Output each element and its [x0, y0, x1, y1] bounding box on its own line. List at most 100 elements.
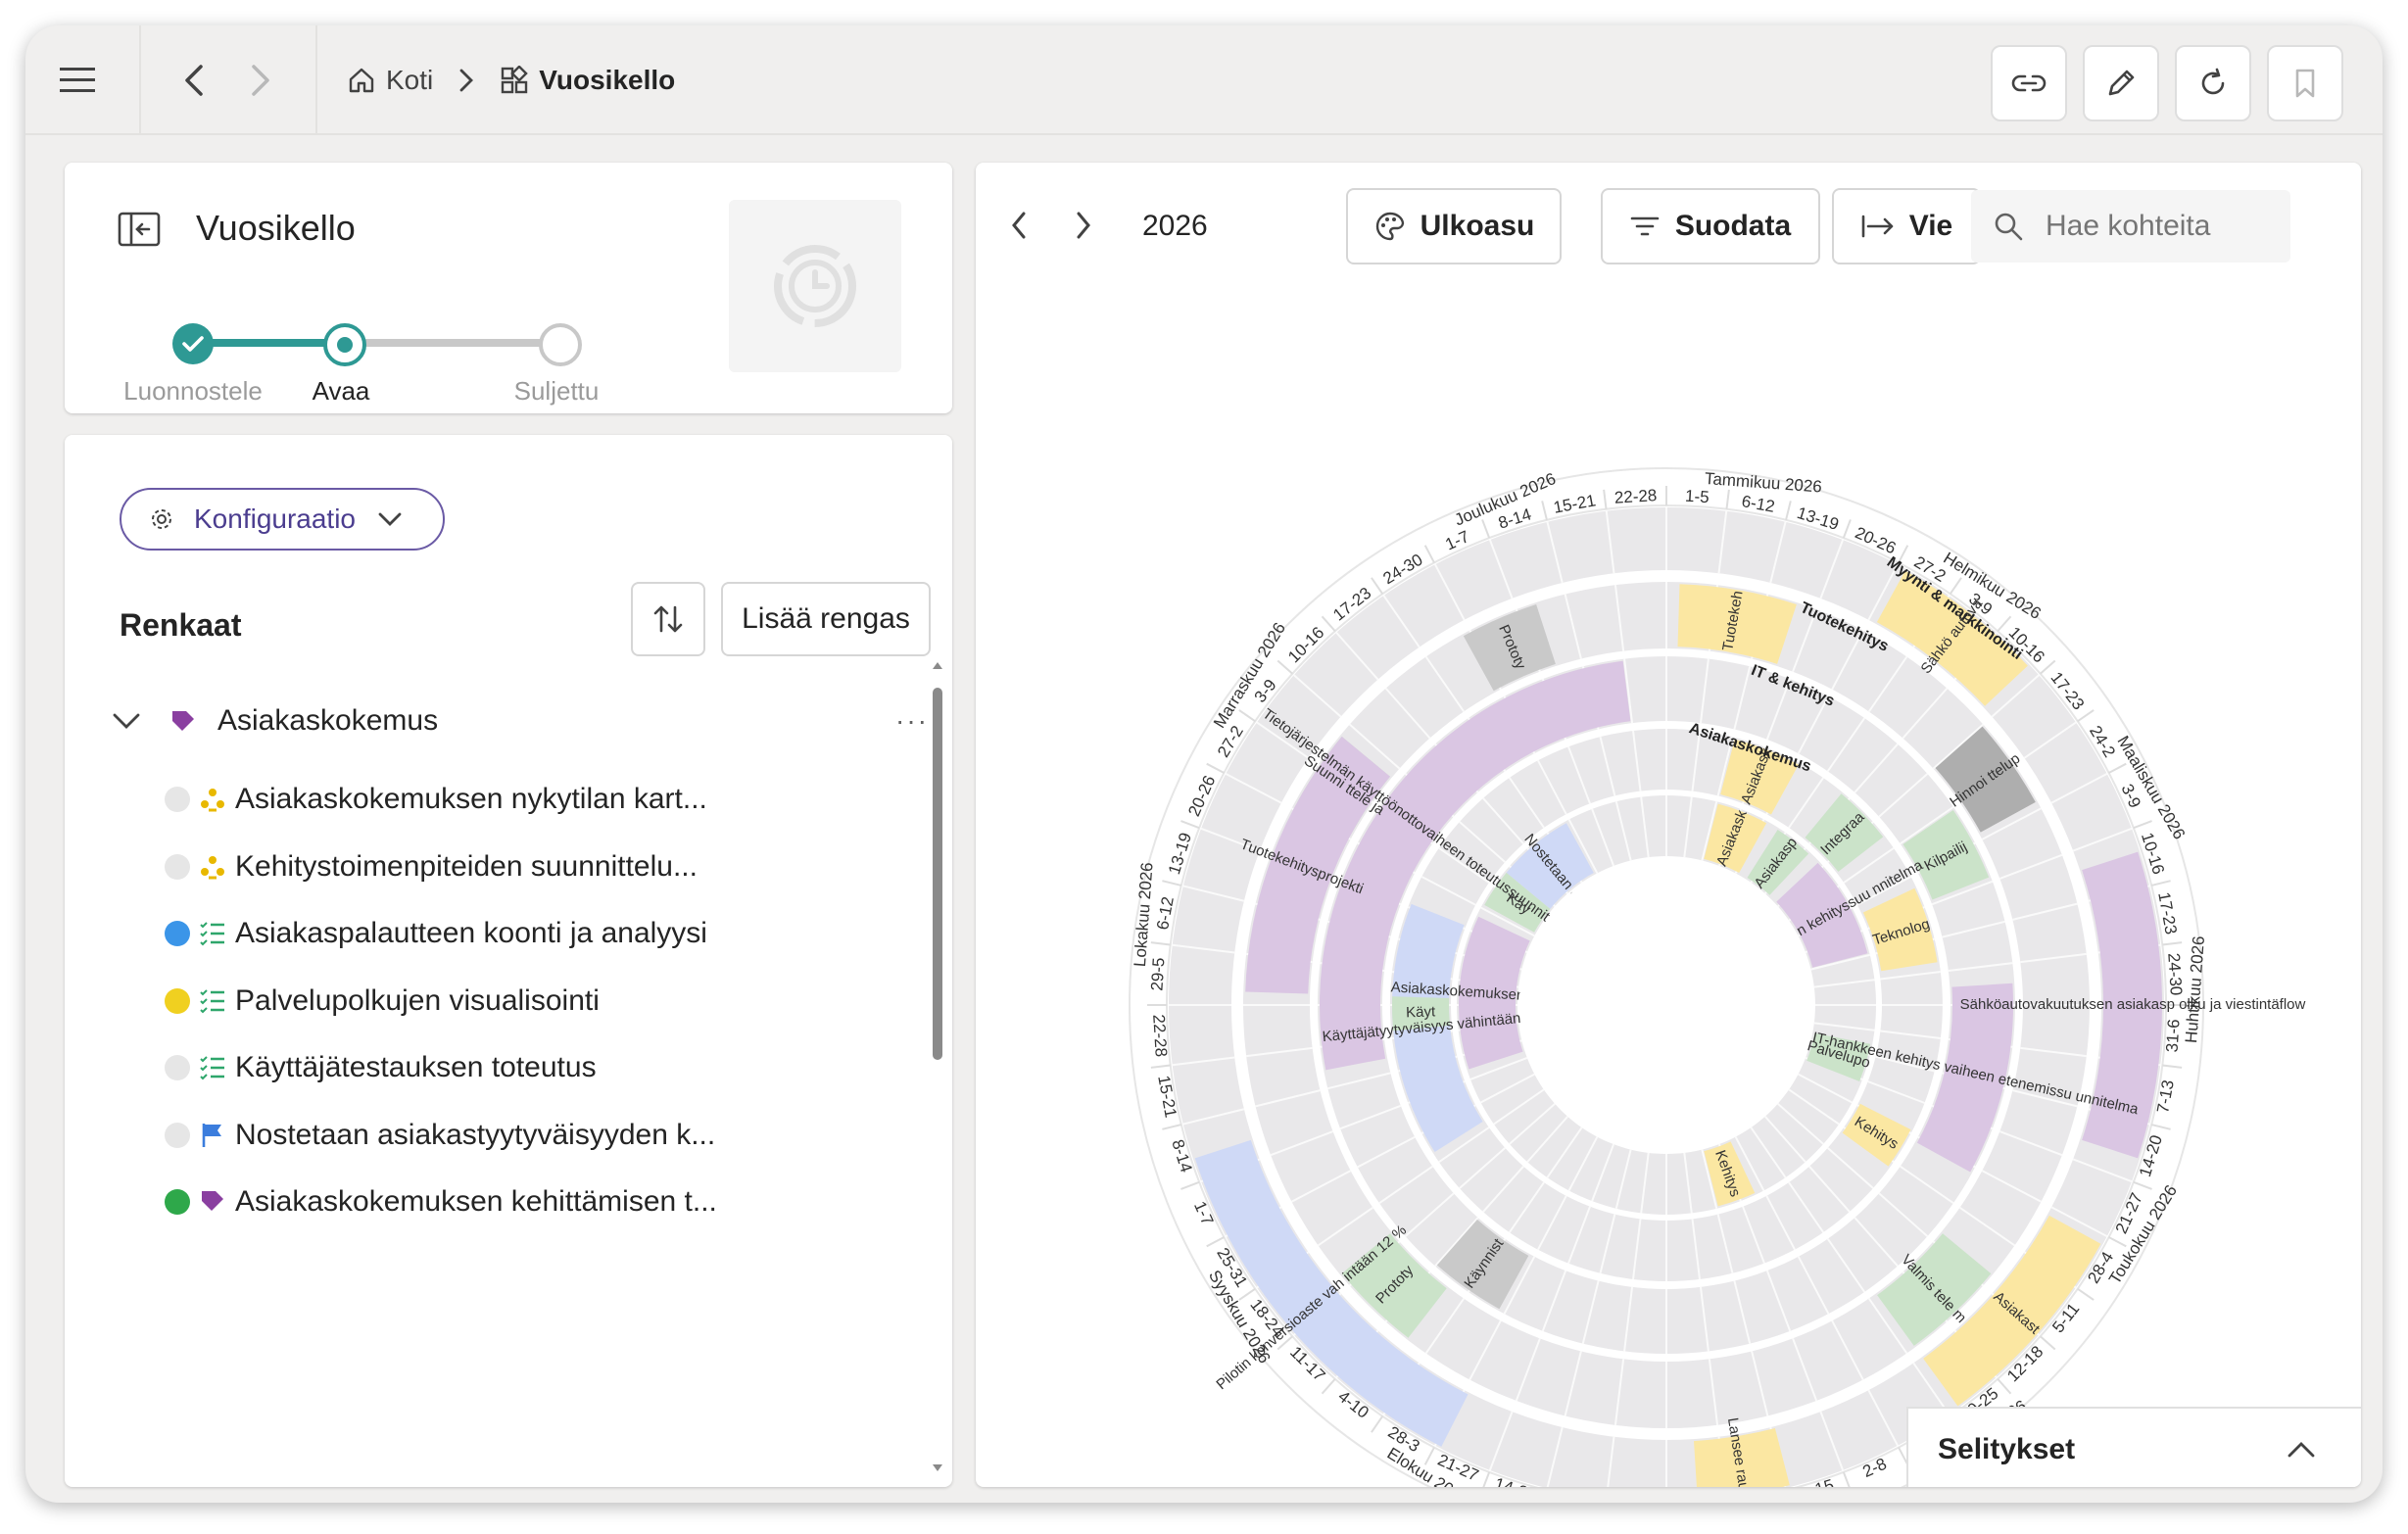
week-divider: [1902, 687, 1949, 740]
sort-button[interactable]: [631, 582, 705, 656]
scrollbar-thumb[interactable]: [933, 688, 942, 1060]
app-window: Koti Vuosikello Vuosikello: [25, 25, 2383, 1503]
week-divider: [1378, 1165, 1433, 1205]
week-tick: [1481, 519, 1491, 539]
add-ring-button[interactable]: Lisää rengas: [721, 582, 931, 656]
wheel-item[interactable]: [1245, 736, 1390, 994]
ring-item[interactable]: Käyttäjätestauksen toteutus: [65, 1038, 868, 1097]
week-tick: [1276, 659, 1293, 675]
wheel-item[interactable]: [1436, 1220, 1529, 1310]
ring-item[interactable]: Palvelupolkujen visualisointi: [65, 972, 868, 1031]
search-box[interactable]: [1971, 190, 2290, 263]
previous-year-icon[interactable]: [999, 206, 1038, 245]
legend-panel[interactable]: Selitykset: [1906, 1407, 2361, 1487]
ring-item[interactable]: Asiakaskokemuksen kehittämisen t...: [65, 1173, 868, 1231]
week-tick: [1238, 709, 1256, 723]
wheel-item[interactable]: [2082, 851, 2162, 1159]
wheel-item[interactable]: [1506, 823, 1594, 909]
week-divider: [1607, 1436, 1615, 1487]
wheel-item[interactable]: [1463, 604, 1556, 692]
wheel-item[interactable]: [1902, 810, 1990, 900]
wheel-item[interactable]: [1720, 739, 1799, 815]
week-divider: [1581, 1280, 1600, 1344]
week-tick: [1276, 1335, 1293, 1351]
wheel-item[interactable]: [1704, 803, 1767, 874]
week-tick: [1238, 1287, 1256, 1301]
wheel-item[interactable]: [1459, 916, 1530, 1070]
week-divider: [1537, 1195, 1567, 1251]
wheel-item[interactable]: [1876, 570, 2028, 706]
wheel-item[interactable]: [1805, 793, 1884, 872]
search-input[interactable]: [2044, 209, 2283, 244]
week-tick: [1785, 501, 1792, 521]
bookmark-button[interactable]: [2267, 45, 2343, 121]
scroll-up-icon[interactable]: [931, 658, 944, 672]
chevron-down-icon[interactable]: [112, 711, 141, 731]
week-tick: [1603, 489, 1608, 509]
week-divider: [2020, 1046, 2087, 1058]
week-divider: [2072, 1158, 2133, 1183]
wheel-item[interactable]: [1776, 862, 1868, 968]
next-year-icon[interactable]: [1064, 206, 1103, 245]
ring-item[interactable]: Kehitystoimenpiteiden suunnittelu...: [65, 838, 868, 896]
back-icon[interactable]: [172, 59, 216, 102]
wheel-item[interactable]: [1916, 983, 2013, 1173]
chevron-down-icon: [377, 511, 403, 527]
week-divider: [1717, 510, 1728, 574]
week-divider: [1699, 658, 1710, 724]
wheel-item[interactable]: [1923, 1215, 2101, 1407]
wheel-item[interactable]: [1877, 1233, 1992, 1346]
week-divider: [1200, 827, 1261, 852]
ring-item[interactable]: Nostetaan asiakastyytyväisyyden k...: [65, 1106, 868, 1165]
week-divider: [1981, 1170, 2042, 1203]
week-label: 29-5: [1147, 957, 1168, 991]
wheel-item[interactable]: [1484, 872, 1551, 933]
refresh-button[interactable]: [2175, 45, 2251, 121]
ring-group-row[interactable]: Asiakaskokemus ···: [112, 692, 927, 750]
week-divider: [1912, 1362, 1950, 1415]
scrollbar[interactable]: [931, 658, 944, 1479]
week-tick: [2077, 1287, 2095, 1301]
link-button[interactable]: [1991, 45, 2067, 121]
filter-button[interactable]: Suodata: [1601, 188, 1820, 264]
more-options-icon[interactable]: ···: [895, 705, 929, 736]
week-divider: [1404, 1192, 1455, 1237]
week-tick: [1371, 577, 1384, 595]
week-divider: [1493, 1088, 1545, 1126]
week-tick: [1725, 489, 1730, 509]
collapse-panel-icon[interactable]: [118, 212, 161, 252]
week-tick: [1541, 501, 1548, 521]
week-label: 22-28: [1613, 486, 1658, 507]
layout-button[interactable]: Ulkoasu: [1346, 188, 1562, 264]
configuration-button[interactable]: Konfiguraatio: [120, 488, 445, 551]
wheel-item[interactable]: [1341, 1233, 1447, 1338]
wheel-item[interactable]: [1677, 584, 1797, 664]
chevron-up-icon[interactable]: [2287, 1441, 2316, 1459]
week-divider: [1382, 595, 1421, 648]
wheel-item[interactable]: [1747, 830, 1809, 895]
menu-icon[interactable]: [55, 57, 100, 102]
week-divider: [1384, 687, 1431, 740]
wheel-item[interactable]: [1862, 887, 1938, 972]
breadcrumb-home[interactable]: Koti: [386, 65, 434, 95]
edit-button[interactable]: [2083, 45, 2159, 121]
wheel-item[interactable]: [1320, 660, 1631, 1071]
ring-item[interactable]: Asiakaskokemuksen nykytilan kart...: [65, 770, 868, 829]
wheel-item[interactable]: [1935, 726, 2036, 833]
week-divider: [1623, 1286, 1634, 1352]
wheel-item[interactable]: [1806, 1032, 1871, 1082]
ring-item[interactable]: Asiakaspalautteen koonti ja analyysi: [65, 904, 868, 963]
wheel-item[interactable]: [1694, 1427, 1790, 1487]
week-divider: [1788, 1181, 1825, 1233]
wheel-item[interactable]: [1842, 1103, 1911, 1167]
wheel-item[interactable]: [1392, 996, 1450, 1031]
week-divider: [1591, 1143, 1615, 1202]
scroll-down-icon[interactable]: [931, 1462, 944, 1475]
wheel-item[interactable]: [1194, 1139, 1469, 1447]
wheel-item[interactable]: [1704, 1141, 1756, 1207]
week-divider: [1469, 1056, 1528, 1080]
wheel-item[interactable]: [1392, 903, 1483, 1153]
forward-icon[interactable]: [239, 59, 282, 102]
config-card: Konfiguraatio Renkaat Lisää rengas Asiak…: [65, 435, 952, 1487]
week-tick: [2108, 1236, 2127, 1248]
